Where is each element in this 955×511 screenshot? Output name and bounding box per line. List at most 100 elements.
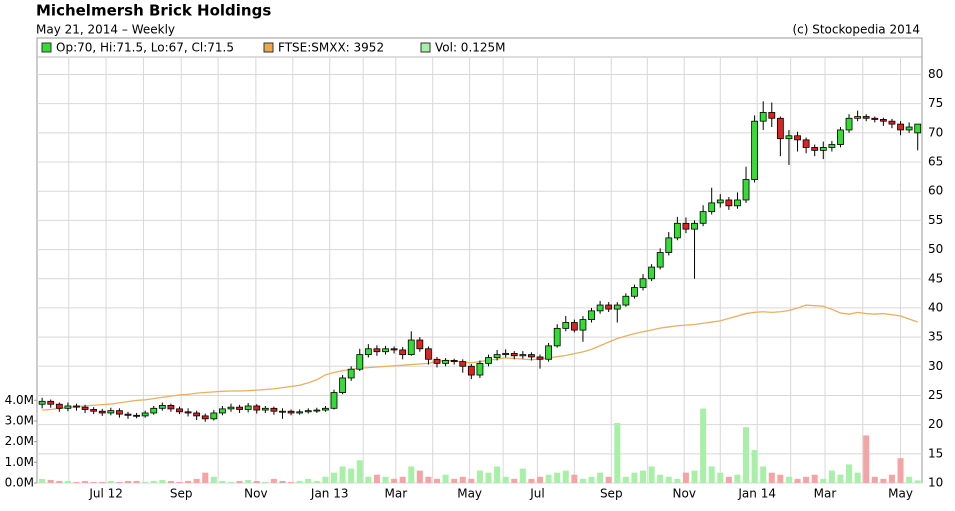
- volume-bar: [124, 480, 131, 483]
- candle-body: [219, 408, 226, 414]
- volume-bar: [73, 481, 80, 483]
- candle-body: [193, 412, 201, 417]
- x-tick-label: May: [457, 487, 482, 501]
- legend-label: Vol: 0.125M: [435, 41, 506, 55]
- candle-body: [416, 339, 424, 350]
- candle-body: [322, 407, 329, 411]
- candle-body: [828, 144, 836, 148]
- volume-bar: [305, 478, 312, 483]
- volume-bar: [717, 472, 724, 483]
- candle-body: [888, 120, 896, 125]
- volume-bar: [262, 481, 269, 483]
- y-tick-label: 50: [928, 242, 943, 256]
- x-tick-label: Jul: [529, 487, 544, 501]
- candle-body: [90, 409, 98, 412]
- volume-bar: [382, 476, 389, 483]
- candle-body: [613, 304, 621, 310]
- candle-body: [201, 415, 209, 420]
- volume-bar: [777, 474, 784, 483]
- candle-body: [485, 357, 492, 364]
- candle-body: [725, 199, 733, 207]
- volume-bar: [674, 478, 681, 483]
- volume-bar: [828, 470, 835, 483]
- volume-bar: [391, 478, 398, 483]
- volume-bar: [296, 480, 303, 483]
- candle-body: [47, 400, 55, 405]
- candle-body: [425, 348, 432, 360]
- y2-tick-label: 1.0M: [5, 455, 34, 469]
- volume-bar: [888, 474, 895, 483]
- candle-body: [862, 116, 870, 119]
- candle-body: [553, 327, 561, 347]
- volume-bar: [313, 480, 320, 483]
- x-tick-label: May: [888, 487, 913, 501]
- legend-swatch: [263, 42, 274, 53]
- volume-bar: [691, 470, 698, 483]
- volume-bar: [99, 481, 106, 483]
- volume-bars: [39, 408, 921, 483]
- candle-body: [253, 405, 261, 411]
- volume-bar: [588, 476, 595, 483]
- candle-body: [854, 116, 862, 119]
- grid: [37, 57, 922, 484]
- volume-bar: [270, 478, 277, 483]
- volume-bar: [537, 476, 544, 483]
- candle-body: [150, 407, 158, 414]
- candle-body: [656, 252, 664, 268]
- candle-body: [716, 199, 724, 204]
- volume-bar: [485, 472, 492, 483]
- x-tick-label: Sep: [170, 487, 193, 501]
- candle-body: [116, 410, 123, 415]
- y-tick-label: 55: [928, 213, 943, 227]
- candle-body: [330, 392, 338, 409]
- volume-bar: [820, 478, 827, 483]
- candle-body: [776, 117, 784, 140]
- candle-body: [502, 353, 510, 356]
- volume-bar: [219, 480, 226, 483]
- candle-body: [639, 278, 647, 288]
- candle-body: [802, 139, 810, 148]
- legend-label: Op:70, Hi:71.5, Lo:67, Cl:71.5: [56, 41, 234, 55]
- candle-body: [510, 353, 518, 357]
- candle-body: [227, 406, 235, 410]
- volume-bar: [185, 480, 192, 483]
- x-tick-label: Nov: [244, 487, 267, 501]
- volume-bar: [210, 476, 217, 483]
- y2-tick-label: 4.0M: [5, 393, 34, 407]
- candle-body: [768, 112, 776, 119]
- volume-bar: [56, 480, 63, 483]
- volume-bar: [511, 478, 518, 483]
- volume-bar: [906, 476, 913, 483]
- y-tick-label: 30: [928, 359, 943, 373]
- volume-bar: [348, 468, 355, 483]
- candle-body: [605, 304, 613, 310]
- candle-body: [742, 179, 750, 201]
- candle-body: [236, 406, 243, 410]
- candle-body: [665, 237, 673, 253]
- volume-bar: [528, 478, 535, 483]
- candle-body: [905, 126, 913, 131]
- candle-body: [373, 348, 381, 353]
- volume-bar: [442, 474, 449, 483]
- candle-body: [562, 322, 570, 329]
- volume-bar: [64, 480, 71, 483]
- volume-bar: [331, 472, 338, 483]
- volume-bar: [700, 408, 707, 483]
- candle-body: [442, 360, 449, 364]
- candle-body: [579, 319, 587, 331]
- legend-label: FTSE:SMXX: 3952: [278, 41, 384, 55]
- candles: [38, 101, 922, 422]
- volume-bar: [245, 479, 252, 483]
- volume-bar: [545, 474, 552, 483]
- volume-bar: [734, 474, 741, 483]
- candle-body: [38, 400, 46, 405]
- candle-body: [459, 361, 467, 367]
- candle-body: [73, 405, 80, 408]
- candle-body: [433, 358, 441, 364]
- volume-bar: [227, 481, 234, 483]
- candle-body: [708, 202, 716, 213]
- y2-tick-label: 2.0M: [5, 434, 34, 448]
- volume-bar: [416, 470, 423, 483]
- volume-bar: [236, 480, 243, 483]
